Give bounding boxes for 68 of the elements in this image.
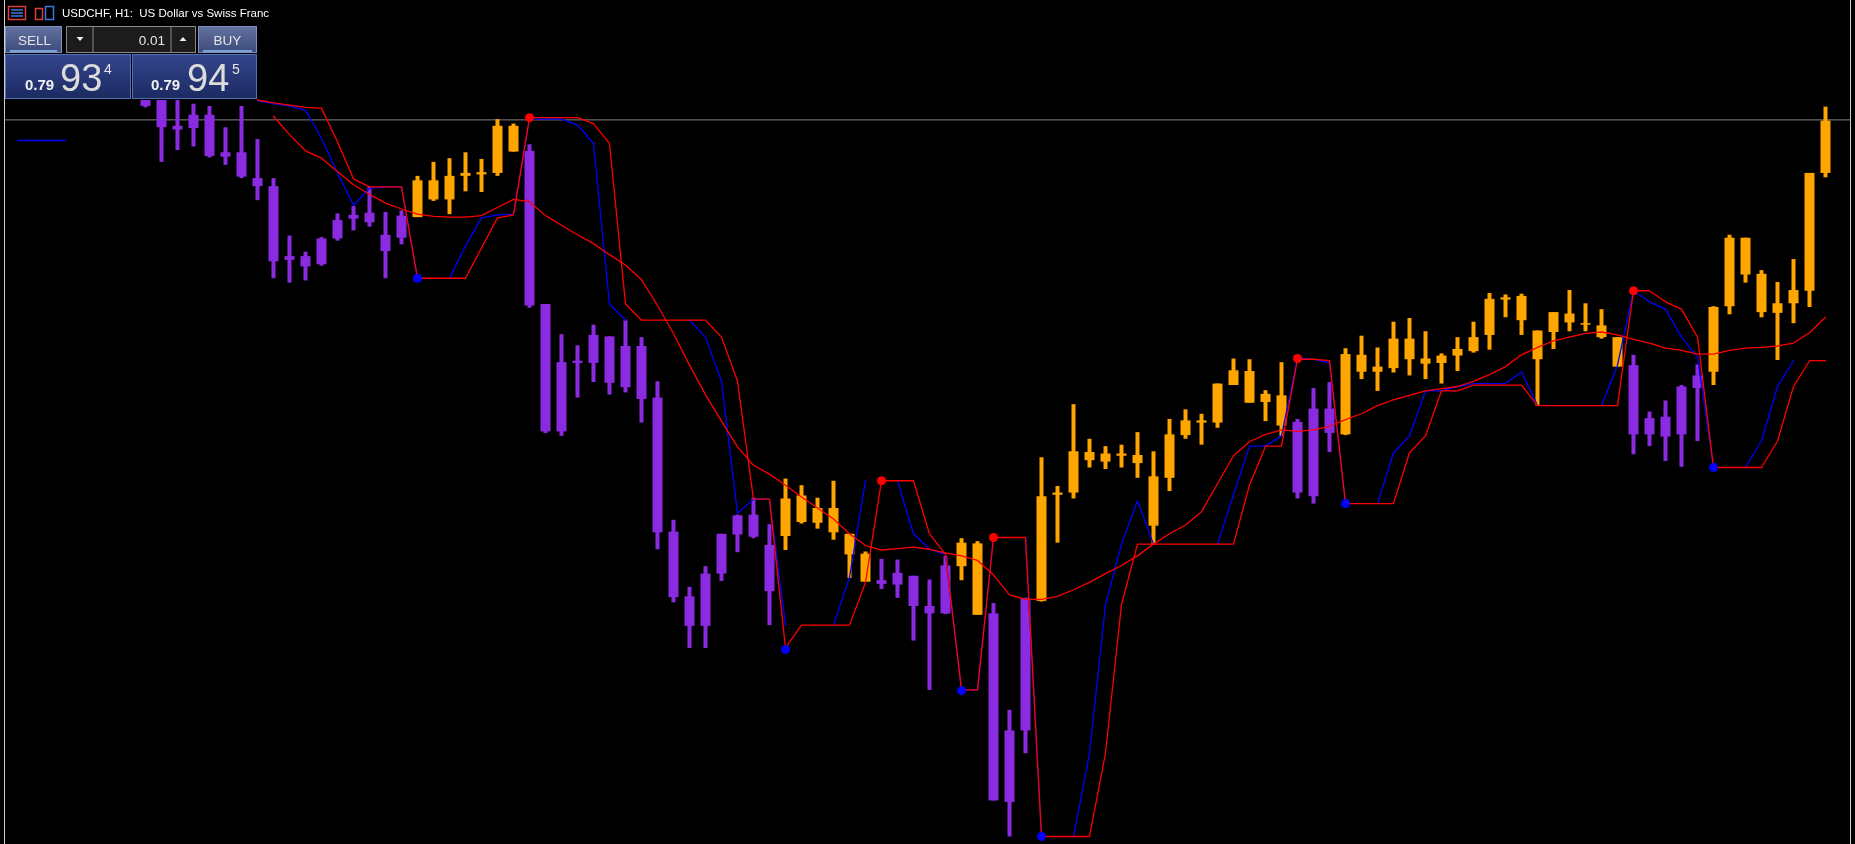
text: 4 bbox=[104, 60, 112, 77]
candlestick bbox=[364, 186, 375, 227]
text: SELL bbox=[17, 32, 52, 48]
candlestick bbox=[300, 251, 311, 281]
candlestick bbox=[1644, 411, 1655, 447]
candlestick bbox=[1468, 321, 1479, 353]
candlestick bbox=[924, 579, 935, 690]
text: 0.79 bbox=[25, 76, 55, 93]
text: 0.01 bbox=[138, 32, 165, 48]
candlestick bbox=[748, 497, 759, 539]
candlestick bbox=[476, 158, 487, 193]
candlestick bbox=[1548, 312, 1559, 349]
candlestick bbox=[1132, 432, 1143, 478]
text: 5 bbox=[232, 60, 240, 77]
candlestick bbox=[220, 127, 231, 165]
candlestick bbox=[188, 103, 199, 147]
candlestick bbox=[252, 139, 263, 201]
candlestick bbox=[332, 213, 343, 241]
point bbox=[877, 476, 886, 486]
candlestick bbox=[1500, 294, 1511, 318]
candlestick bbox=[1436, 353, 1447, 384]
candlestick bbox=[1452, 337, 1463, 372]
candlestick bbox=[1084, 438, 1095, 468]
candlestick bbox=[956, 538, 967, 581]
candlestick bbox=[460, 152, 471, 192]
point bbox=[525, 113, 534, 123]
text: 94 bbox=[187, 56, 230, 99]
text: BUY bbox=[213, 32, 242, 48]
candlestick bbox=[1772, 281, 1783, 360]
candlestick bbox=[1404, 318, 1415, 376]
candlestick bbox=[396, 210, 407, 245]
point bbox=[413, 273, 422, 283]
point bbox=[1341, 499, 1350, 509]
candlestick bbox=[1180, 409, 1191, 439]
candlestick bbox=[1196, 413, 1207, 445]
candlestick bbox=[812, 497, 823, 529]
point bbox=[1037, 832, 1046, 841]
text: 93 bbox=[60, 56, 103, 99]
candlestick bbox=[892, 559, 903, 598]
candlestick bbox=[444, 158, 455, 215]
candlestick bbox=[572, 345, 583, 398]
point bbox=[989, 532, 998, 542]
candlestick bbox=[1228, 358, 1239, 386]
candlestick bbox=[1356, 335, 1367, 380]
candlestick bbox=[1420, 331, 1431, 380]
candlestick bbox=[284, 235, 295, 283]
candlestick bbox=[1116, 444, 1127, 468]
candlestick bbox=[1052, 485, 1063, 543]
point bbox=[957, 686, 966, 696]
candlestick bbox=[348, 206, 359, 231]
candlestick bbox=[1580, 303, 1591, 332]
candlestick bbox=[1260, 390, 1271, 422]
candlestick bbox=[1100, 446, 1111, 469]
candlestick bbox=[1788, 259, 1799, 324]
candlestick bbox=[380, 211, 391, 279]
chart-title: USDCHF, H1: US Dollar vs Swiss Franc bbox=[62, 7, 270, 19]
point bbox=[1709, 463, 1718, 473]
candlestick bbox=[1564, 290, 1575, 332]
candlestick bbox=[876, 558, 887, 590]
point bbox=[1293, 354, 1302, 364]
candlestick bbox=[732, 514, 743, 553]
candlestick bbox=[428, 161, 439, 201]
candlestick bbox=[1660, 400, 1671, 461]
candlestick bbox=[1596, 309, 1607, 339]
candlestick bbox=[1372, 347, 1383, 391]
point bbox=[1629, 286, 1638, 296]
point bbox=[781, 644, 790, 654]
text: 0.79 bbox=[151, 76, 181, 93]
